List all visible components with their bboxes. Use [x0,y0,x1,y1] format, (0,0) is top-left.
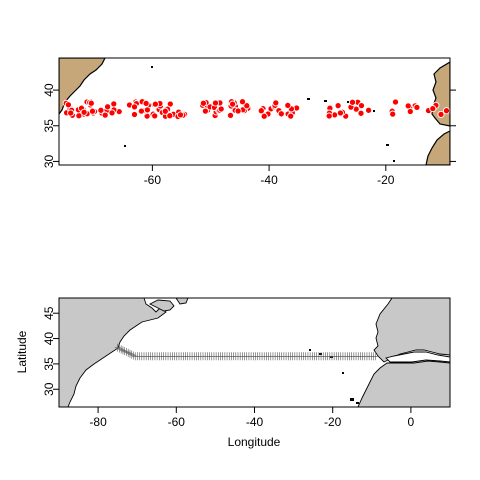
observation-point [64,101,72,109]
bottom-x-tick-label: -60 [168,415,186,429]
observation-point [365,106,373,114]
observation-point [67,109,75,117]
bottom-y-tick-label: 40 [42,332,56,346]
observation-point [166,112,174,120]
observation-point [211,99,220,107]
observation-point [260,112,268,120]
bottom-x-tick-label: -80 [89,415,107,429]
top-x-tick-label: -60 [144,173,162,187]
observation-point [130,110,139,119]
bottom-x-axis-label: Longitude [228,435,281,449]
observation-point [104,103,112,111]
observation-point [101,111,109,119]
top-y-tick-label: 40 [42,83,56,97]
top-small-islands [124,110,395,162]
bottom-africa-land [357,360,450,407]
observation-point [238,98,247,106]
observation-point [442,107,450,115]
observation-point [413,103,421,111]
observation-point [201,107,209,115]
observation-point [130,103,139,111]
observation-point [272,99,280,107]
observation-point [325,112,333,120]
top-points-layer [62,98,450,121]
top-plot-border [58,57,451,166]
observation-point [229,100,237,108]
bottom-track-layer [114,343,379,361]
bottom-y-tick-label: 45 [42,306,56,320]
bottom-map-panel: -80 -60 -40 -20 0 30 35 40 45 Longitude Latitud… [15,297,451,449]
top-map-panel: -60 -40 -20 30 35 40 [42,57,456,187]
observation-point [357,102,366,110]
top-north-america-land [59,58,106,115]
top-x-tick-label: -20 [377,173,395,187]
observation-point [87,99,95,107]
observation-point [97,106,105,114]
observation-point [243,102,251,110]
observation-point [437,110,445,118]
observation-point [137,107,145,115]
bottom-y-axis-label: Latitude [15,330,29,373]
observation-point [151,100,159,108]
bottom-x-tick-label: -40 [246,415,264,429]
observation-point [151,112,159,120]
top-x-axis: -60 -40 -20 [144,165,395,187]
observation-point [336,109,344,117]
observation-point [389,110,397,118]
top-y-tick-label: 30 [42,154,56,168]
bottom-nova-scotia-land [148,299,175,312]
observation-point [80,108,88,116]
observation-point [176,111,185,119]
observation-point [142,99,150,107]
observation-point [257,107,265,115]
observation-point [234,107,242,115]
bottom-y-axis: 30 35 40 45 [42,306,59,396]
observation-point [143,106,151,114]
observation-point [406,107,414,116]
observation-point [287,112,295,120]
observation-point [348,98,357,106]
bottom-europe-land [373,298,450,363]
bottom-map-area [59,298,450,407]
observation-point [161,107,169,115]
top-y-tick-label: 35 [42,119,56,133]
top-africa-land [425,130,450,165]
observation-point [226,111,235,119]
observation-point [391,98,400,106]
top-y-axis: 30 35 40 [42,83,59,168]
bottom-x-tick-label: -20 [324,415,342,429]
observation-point [429,105,437,113]
observation-point [88,107,97,115]
observation-point [334,102,342,110]
bottom-north-america-land [59,298,167,407]
observation-point [110,100,118,108]
observation-point [199,99,207,107]
top-y-axis-right [450,89,456,162]
top-x-tick-label: -40 [260,173,278,187]
observation-point [277,110,285,118]
observation-point [357,109,365,117]
bottom-mediterranean-sea [385,351,450,363]
observation-point [284,101,292,109]
observation-point [217,105,225,113]
bottom-islands [309,349,359,404]
bottom-x-axis: -80 -60 -40 -20 0 [89,407,415,429]
bottom-y-tick-label: 35 [42,357,56,371]
bottom-y-tick-label: 30 [42,382,56,396]
bottom-x-tick-label: 0 [408,415,415,429]
observation-point [108,109,116,117]
bottom-newfoundland-land [175,298,189,305]
top-map-area [59,58,450,165]
